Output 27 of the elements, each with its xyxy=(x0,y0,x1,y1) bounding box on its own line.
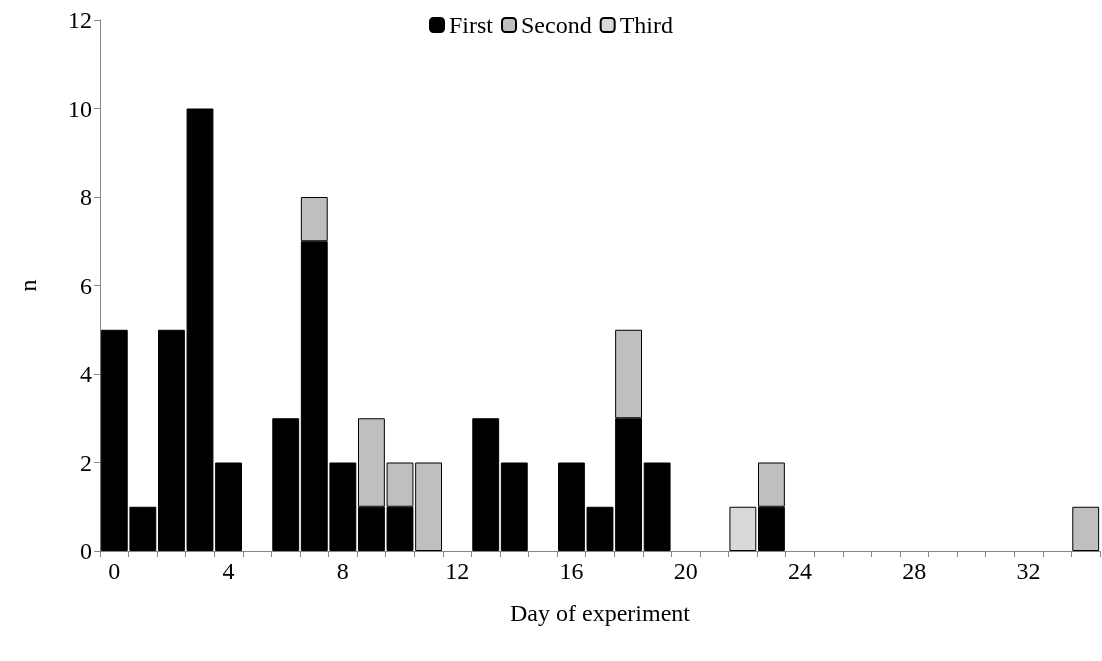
y-tick-label: 2 xyxy=(80,449,92,476)
x-tick-label: 32 xyxy=(1016,558,1041,584)
x-tick-label: 8 xyxy=(336,558,349,584)
bar xyxy=(729,506,757,551)
legend-label: First xyxy=(449,12,494,38)
y-tick-label: 4 xyxy=(80,361,92,387)
legend-label: Second xyxy=(521,12,592,38)
y-tick-label: 0 xyxy=(80,538,92,564)
bar xyxy=(272,418,300,551)
x-tick-label: 20 xyxy=(673,558,698,584)
bar xyxy=(500,462,528,551)
x-tick-label: 24 xyxy=(788,558,812,584)
x-tick-label: 0 xyxy=(108,558,121,584)
x-tick-label: 16 xyxy=(559,558,584,584)
y-tick-label: 12 xyxy=(68,7,92,33)
x-axis-title: Day of experiment xyxy=(510,600,691,626)
bar xyxy=(643,462,671,551)
y-tick-label: 6 xyxy=(80,272,92,299)
x-tick-label: 4 xyxy=(222,558,235,584)
y-tick-label: 8 xyxy=(80,184,92,210)
y-axis-title: n xyxy=(15,279,41,292)
x-tick-label: 12 xyxy=(445,558,470,584)
bar xyxy=(472,418,500,551)
x-tick-label: 28 xyxy=(902,558,927,584)
bar xyxy=(1072,506,1100,551)
y-tick-label: 10 xyxy=(68,95,92,122)
legend-label: Third xyxy=(619,12,673,38)
